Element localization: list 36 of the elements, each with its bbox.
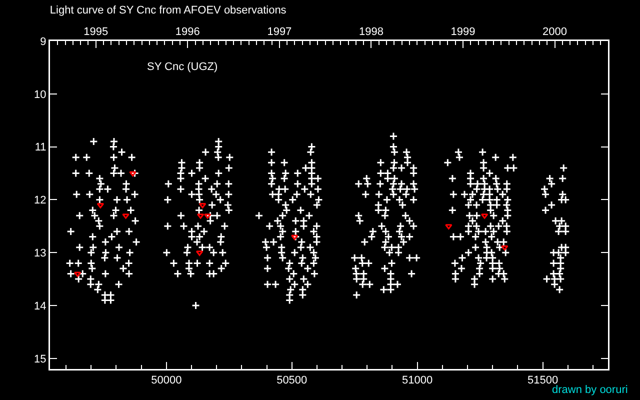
y-tick-label: 14 — [34, 300, 46, 312]
point — [549, 248, 558, 257]
chart-title: Light curve of SY Cnc from AFOEV observations — [50, 4, 287, 17]
point — [541, 206, 550, 215]
y-tick-label: 10 — [34, 88, 46, 101]
y-tick-label: 15 — [34, 353, 46, 366]
x2-tick-label: 1999 — [450, 26, 476, 38]
x-tick-label: 50500 — [276, 374, 308, 387]
point — [559, 164, 568, 172]
point — [542, 274, 552, 284]
point — [547, 200, 556, 210]
x-tick-label: 50000 — [151, 374, 182, 387]
y-tick-label: 12 — [34, 194, 46, 207]
y-tick-label: 11 — [34, 142, 46, 154]
point — [74, 272, 82, 278]
point — [500, 245, 508, 251]
y-tick-label: 13 — [34, 247, 46, 260]
y-tick-label: 9 — [40, 36, 46, 48]
text: drawn by ooruri — [552, 384, 628, 396]
x-tick-label: 51000 — [402, 374, 433, 387]
annotation: SY Cnc (UGZ) — [147, 61, 218, 73]
point — [129, 171, 136, 177]
x2-tick-label: 1996 — [175, 26, 200, 38]
point — [556, 264, 565, 273]
point — [549, 258, 558, 268]
point — [558, 174, 567, 183]
point — [561, 243, 570, 252]
point — [554, 227, 563, 236]
x2-tick-label: 2000 — [542, 26, 568, 38]
point — [122, 214, 130, 219]
x2-tick-label: 1995 — [84, 26, 108, 38]
x2-tick-label: 1998 — [358, 26, 384, 38]
x2-tick-label: 1997 — [267, 26, 292, 38]
point — [445, 224, 452, 230]
x-tick-label: 51500 — [527, 374, 558, 387]
point — [556, 258, 565, 268]
